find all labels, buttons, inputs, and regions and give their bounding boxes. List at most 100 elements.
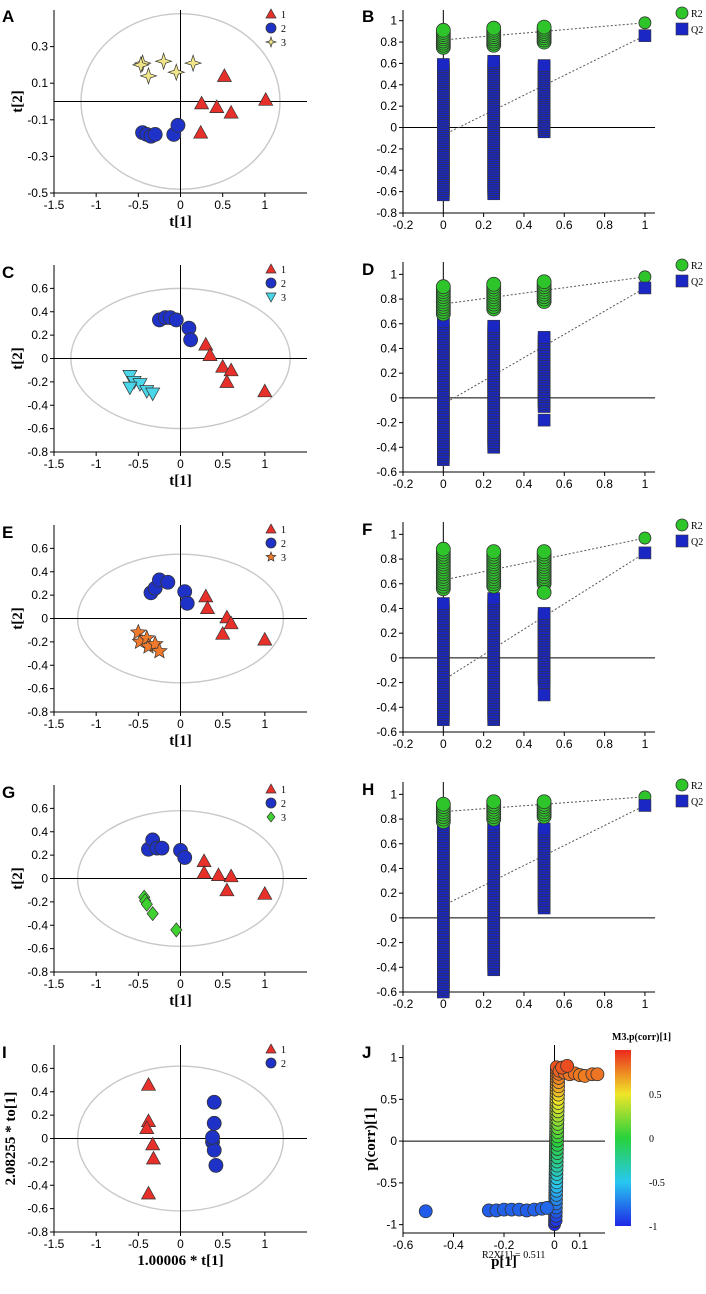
legend-marker-3 bbox=[265, 551, 277, 562]
x-tick-label: 0.2 bbox=[475, 218, 492, 232]
legend-marker-2 bbox=[265, 22, 277, 34]
footnote-r2x: R2X[1] = 0.511 bbox=[482, 1250, 545, 1261]
r2-point bbox=[435, 22, 451, 38]
q2-point bbox=[537, 331, 551, 344]
point-group-1 bbox=[145, 1150, 162, 1165]
legend-marker-q2 bbox=[675, 534, 689, 548]
x-tick-label: 0.4 bbox=[516, 218, 533, 232]
x-tick-label: -1 bbox=[91, 977, 102, 991]
x-tick-label: 0 bbox=[440, 997, 447, 1011]
y-tick-label: 0.6 bbox=[31, 801, 48, 815]
y-tick-label: 0.4 bbox=[31, 825, 48, 839]
y-tick-label: -0.1 bbox=[27, 113, 48, 127]
x-tick-label: 0.4 bbox=[516, 737, 533, 751]
y-tick-label: -0.6 bbox=[27, 942, 48, 956]
y-tick-label: -0.2 bbox=[27, 1155, 48, 1169]
y-tick-label: -0.4 bbox=[376, 440, 397, 454]
point-group-1 bbox=[257, 631, 273, 646]
x-tick-label: -1.5 bbox=[44, 1237, 65, 1251]
y-tick-label: -0.5 bbox=[27, 186, 48, 200]
point-group-1 bbox=[257, 383, 273, 398]
y-tick-label: 0.4 bbox=[380, 78, 397, 92]
y-tick-label: 0.4 bbox=[380, 861, 397, 875]
y-tick-label: -0.6 bbox=[376, 185, 397, 199]
r2-point bbox=[486, 276, 502, 292]
r2-point bbox=[536, 274, 552, 290]
legend-label-r2: R2 bbox=[691, 781, 703, 792]
y-tick-label: 1 bbox=[390, 1051, 397, 1065]
x-tick-label: 0.5 bbox=[214, 717, 231, 731]
point-group-2 bbox=[147, 127, 163, 142]
x-tick-label: 1 bbox=[642, 218, 649, 232]
colorbar-tick-label: 0.5 bbox=[649, 1090, 662, 1101]
y-tick-label: 1 bbox=[390, 267, 397, 281]
y-tick-label: -1 bbox=[386, 1218, 397, 1232]
point-group-3 bbox=[131, 55, 151, 75]
y-tick-label: 0.2 bbox=[31, 848, 48, 862]
panel-letter: H bbox=[362, 780, 374, 799]
y-axis-label: 2.08255 * to[1] bbox=[3, 1092, 19, 1186]
y-tick-label: 0 bbox=[390, 911, 397, 925]
point-group-2 bbox=[208, 1157, 224, 1173]
y-tick-label: 0.6 bbox=[31, 281, 48, 295]
point-group-1 bbox=[199, 600, 216, 614]
point-group-3 bbox=[122, 381, 138, 396]
x-tick-label: -1.5 bbox=[44, 198, 65, 212]
legend-label-q2: Q2 bbox=[691, 537, 703, 548]
x-tick-label: 0.6 bbox=[556, 218, 573, 232]
y-tick-label: -0.2 bbox=[376, 676, 397, 690]
x-tick-label: 0.6 bbox=[556, 997, 573, 1011]
x-tick-label: 1 bbox=[642, 737, 649, 751]
x-tick-label: 0.5 bbox=[214, 198, 231, 212]
y-tick-label: -0.6 bbox=[376, 465, 397, 479]
q2-point bbox=[537, 59, 551, 72]
y-tick-label: 0 bbox=[41, 352, 48, 366]
x-tick-label: 0.4 bbox=[516, 997, 533, 1011]
x-tick-label: -1 bbox=[91, 717, 102, 731]
q2-point bbox=[437, 597, 450, 610]
y-tick-label: 0.2 bbox=[380, 366, 397, 380]
point-group-1 bbox=[223, 868, 239, 883]
y-tick-label: -0.8 bbox=[27, 445, 48, 459]
x-tick-label: 0 bbox=[551, 1238, 558, 1252]
y-tick-label: -0.4 bbox=[27, 1178, 48, 1192]
x-tick-label: 0.5 bbox=[214, 457, 231, 471]
point-group-2 bbox=[179, 595, 195, 611]
point-group-3 bbox=[170, 922, 183, 938]
panel-b: B -0.2 0 0.2 0.4 0.6 0.8 1 -0.8 -0.6 -0.4 -0.2 0 0.2 0… bbox=[362, 6, 703, 232]
x-tick-label: 1 bbox=[261, 457, 268, 471]
x-axis-label: t[1] bbox=[169, 214, 192, 230]
y-tick-label: -0.4 bbox=[27, 398, 48, 412]
legend-marker-r2 bbox=[675, 778, 689, 792]
q2-final-point bbox=[638, 281, 652, 295]
y-tick-label: 0.4 bbox=[380, 341, 397, 355]
x-tick-label: 0 bbox=[440, 477, 447, 491]
point-group-2 bbox=[168, 312, 184, 328]
point-group-1 bbox=[196, 853, 212, 867]
point-group-3 bbox=[140, 896, 153, 912]
panel-i: I -1.5 -1 -0.5 0 0.5 1 -0.8 -0.6 -0.4 -0.2 0 0.2 0.4 0… bbox=[2, 1043, 307, 1269]
point-group-1 bbox=[258, 91, 274, 106]
y-tick-label: 0 bbox=[41, 872, 48, 886]
x-axis-label: t[1] bbox=[169, 733, 192, 749]
point-group-1 bbox=[140, 1076, 157, 1091]
y-tick-label: -0.2 bbox=[27, 895, 48, 909]
x-tick-label: 1 bbox=[261, 717, 268, 731]
r2-final-point bbox=[638, 531, 652, 545]
colorbar bbox=[615, 1050, 631, 1226]
r2-point bbox=[486, 544, 502, 560]
x-tick-label: 0.8 bbox=[596, 997, 613, 1011]
x-tick-label: 0.2 bbox=[475, 997, 492, 1011]
y-tick-label: -0.4 bbox=[27, 658, 48, 672]
y-tick-label: 0.1 bbox=[31, 76, 48, 90]
panel-letter: A bbox=[2, 7, 14, 26]
colorbar-tick-label: -0.5 bbox=[649, 1178, 665, 1189]
x-tick-label: 0.4 bbox=[516, 477, 533, 491]
point-group-1 bbox=[219, 882, 235, 897]
y-tick-label: 0.6 bbox=[31, 541, 48, 555]
x-tick-label: -1 bbox=[91, 198, 102, 212]
y-tick-label: -0.4 bbox=[27, 918, 48, 932]
x-tick-label: 1 bbox=[261, 1237, 268, 1251]
point-group-2 bbox=[154, 840, 170, 856]
